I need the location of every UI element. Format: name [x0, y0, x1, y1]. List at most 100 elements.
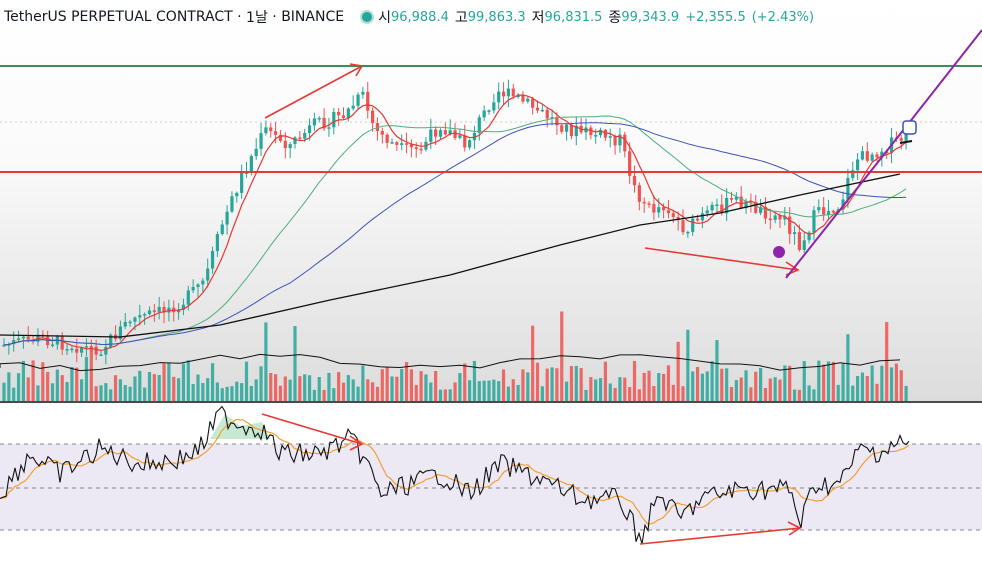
volume-bar	[80, 379, 84, 402]
candle-body	[875, 154, 879, 158]
candle-body	[104, 346, 108, 355]
candle-body	[763, 206, 768, 219]
volume-bar	[652, 385, 656, 402]
volume-bar	[511, 379, 515, 402]
volume-bar	[448, 389, 452, 402]
candle-body	[647, 203, 651, 205]
volume-bar	[201, 383, 205, 402]
price-chart[interactable]	[0, 0, 982, 402]
rsi-band-fill	[0, 444, 982, 530]
candle-body	[729, 198, 734, 200]
candle-body	[817, 207, 821, 211]
volume-bar	[579, 368, 583, 402]
volume-bar	[773, 377, 777, 402]
volume-bar	[89, 346, 93, 402]
pane-separator[interactable]	[0, 401, 982, 403]
candle-body	[80, 347, 84, 353]
rsi-line	[0, 405, 910, 545]
candle-body	[501, 91, 506, 97]
volume-bar	[84, 356, 89, 402]
volume-bar	[812, 389, 816, 402]
volume-bar	[249, 385, 253, 402]
candle-body	[739, 196, 743, 209]
volume-bar	[351, 379, 355, 402]
price-marker	[899, 140, 913, 144]
volume-bar	[269, 372, 273, 402]
candle-body	[75, 348, 79, 353]
rsi-chart[interactable]	[0, 404, 982, 562]
volume-bar	[434, 370, 438, 402]
volume-bar	[322, 389, 326, 402]
volume-bar	[613, 387, 617, 402]
volume-bar	[608, 383, 612, 402]
candle-body	[371, 110, 375, 124]
legend-separator: ·	[272, 9, 277, 25]
candle-body	[274, 131, 278, 135]
volume-bar	[856, 376, 860, 402]
candle-body	[788, 216, 792, 234]
volume-bar	[637, 389, 641, 402]
candle-body	[734, 196, 738, 200]
volume-bar	[671, 384, 675, 402]
market-status-icon[interactable]	[362, 12, 373, 22]
volume-bar	[700, 373, 704, 402]
candle-body	[720, 204, 724, 214]
volume-bar	[181, 363, 186, 402]
candle-body	[802, 240, 806, 250]
candle-body	[715, 204, 719, 206]
candle-body	[773, 215, 777, 221]
volume-bar	[623, 377, 627, 402]
candle-body	[390, 142, 394, 144]
volume-bar	[574, 365, 578, 402]
volume-bar	[598, 378, 603, 402]
volume-bar	[2, 382, 6, 402]
candle-body	[472, 132, 477, 141]
volume-bar	[754, 371, 758, 402]
candle-body	[792, 232, 797, 234]
volume-bar	[647, 370, 651, 402]
high-label: 고	[454, 10, 468, 26]
rsi-divergence-arrow-top	[261, 413, 363, 445]
volume-bar	[695, 366, 700, 402]
divergence-arrow-bottom	[644, 247, 799, 271]
volume-bar	[880, 365, 884, 402]
volume-bar	[113, 375, 118, 402]
high-value: 99,863.3	[467, 9, 526, 25]
volume-bar	[400, 368, 404, 402]
candle-body	[550, 117, 554, 119]
symbol-title[interactable]: TetherUS PERPETUAL CONTRACT	[4, 9, 233, 25]
volume-bar	[705, 371, 709, 402]
candle-body	[351, 105, 355, 109]
volume-bar	[215, 382, 219, 402]
volume-bar	[16, 373, 21, 402]
volume-bar	[283, 376, 287, 402]
price-panel[interactable]	[0, 0, 982, 402]
volume-bar	[618, 377, 622, 402]
candle-body	[201, 280, 205, 285]
candle-body	[400, 143, 404, 145]
volume-bar	[792, 389, 797, 402]
interval-label[interactable]: 1날	[246, 10, 268, 26]
candle-body	[598, 129, 603, 136]
volume-bar	[366, 379, 370, 402]
volume-bar	[540, 386, 544, 402]
volume-bar	[254, 379, 258, 402]
volume-bar	[676, 341, 680, 402]
candle-body	[366, 91, 370, 111]
volume-bar	[371, 382, 375, 402]
rsi-panel[interactable]	[0, 404, 982, 562]
candle-body	[797, 232, 801, 250]
candle-body	[429, 129, 433, 142]
candle-body	[206, 268, 210, 281]
volume-bar	[419, 371, 423, 402]
open-label: 시	[378, 10, 391, 26]
candle-body	[560, 125, 564, 132]
candle-body	[671, 213, 675, 218]
candle-body	[565, 124, 569, 132]
candle-body	[657, 207, 661, 213]
volume-bar	[725, 368, 729, 402]
volume-bar	[521, 369, 525, 402]
candle-body	[662, 207, 666, 211]
candle-body	[298, 137, 302, 139]
